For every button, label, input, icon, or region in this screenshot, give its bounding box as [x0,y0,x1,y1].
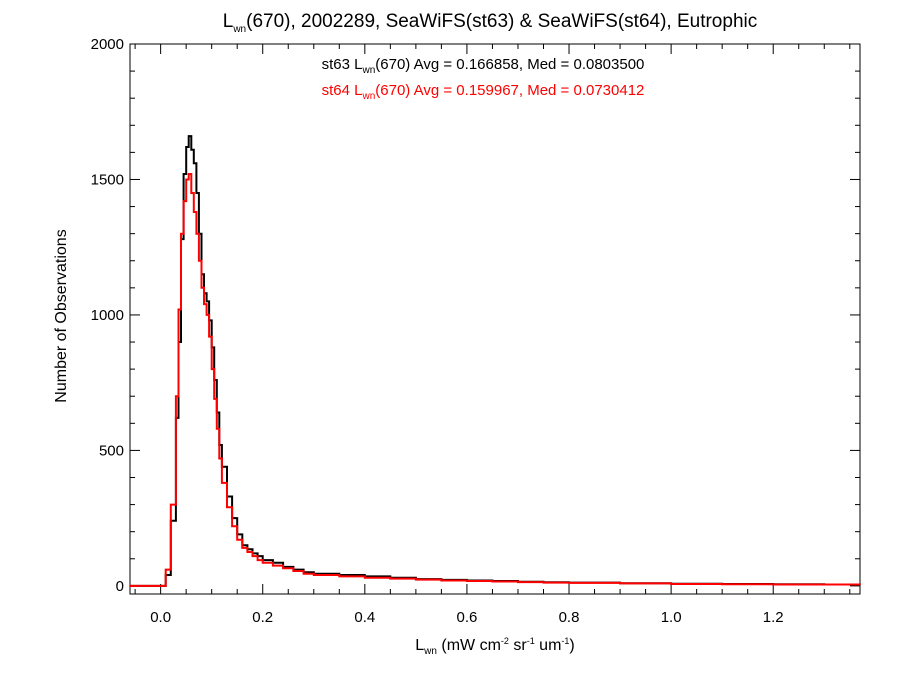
x-tick-label: 1.2 [763,609,784,626]
y-axis-label: Number of Observations [53,229,70,402]
series-layer [130,135,861,587]
y-tick-label: 1000 [91,307,124,324]
x-tick-label: 0.8 [559,609,580,626]
y-tick-label: 1500 [91,171,124,188]
y-axis-ticks: 0 500 1000 1500 2000 [91,36,860,595]
plot-border [129,43,861,595]
y-tick-label: 2000 [91,36,124,53]
plot-frame [129,43,861,595]
chart-title: Lwn(670), 2002289, SeaWiFS(st63) & SeaWi… [223,11,757,35]
x-tick-label: 1.0 [661,609,682,626]
x-axis-label: Lwn (mW cm-2 sr-1 um-1) [415,636,575,657]
x-tick-label: 0.0 [150,609,171,626]
x-axis-ticks: 0.0 0.2 0.4 0.6 0.8 1.0 1.2 [134,44,851,626]
x-tick-label: 0.6 [456,609,477,626]
y-tick-label: 0 [116,578,124,595]
series-st63-line [130,135,860,587]
series-st63-annotation: st63 Lwn(670) Avg = 0.166858, Med = 0.08… [322,56,645,76]
x-tick-label: 0.4 [354,609,375,626]
series-st64-annotation: st64 Lwn(670) Avg = 0.159967, Med = 0.07… [322,82,645,102]
series-st64-line [130,173,861,587]
x-tick-label: 0.2 [252,609,273,626]
y-tick-label: 500 [99,442,124,459]
